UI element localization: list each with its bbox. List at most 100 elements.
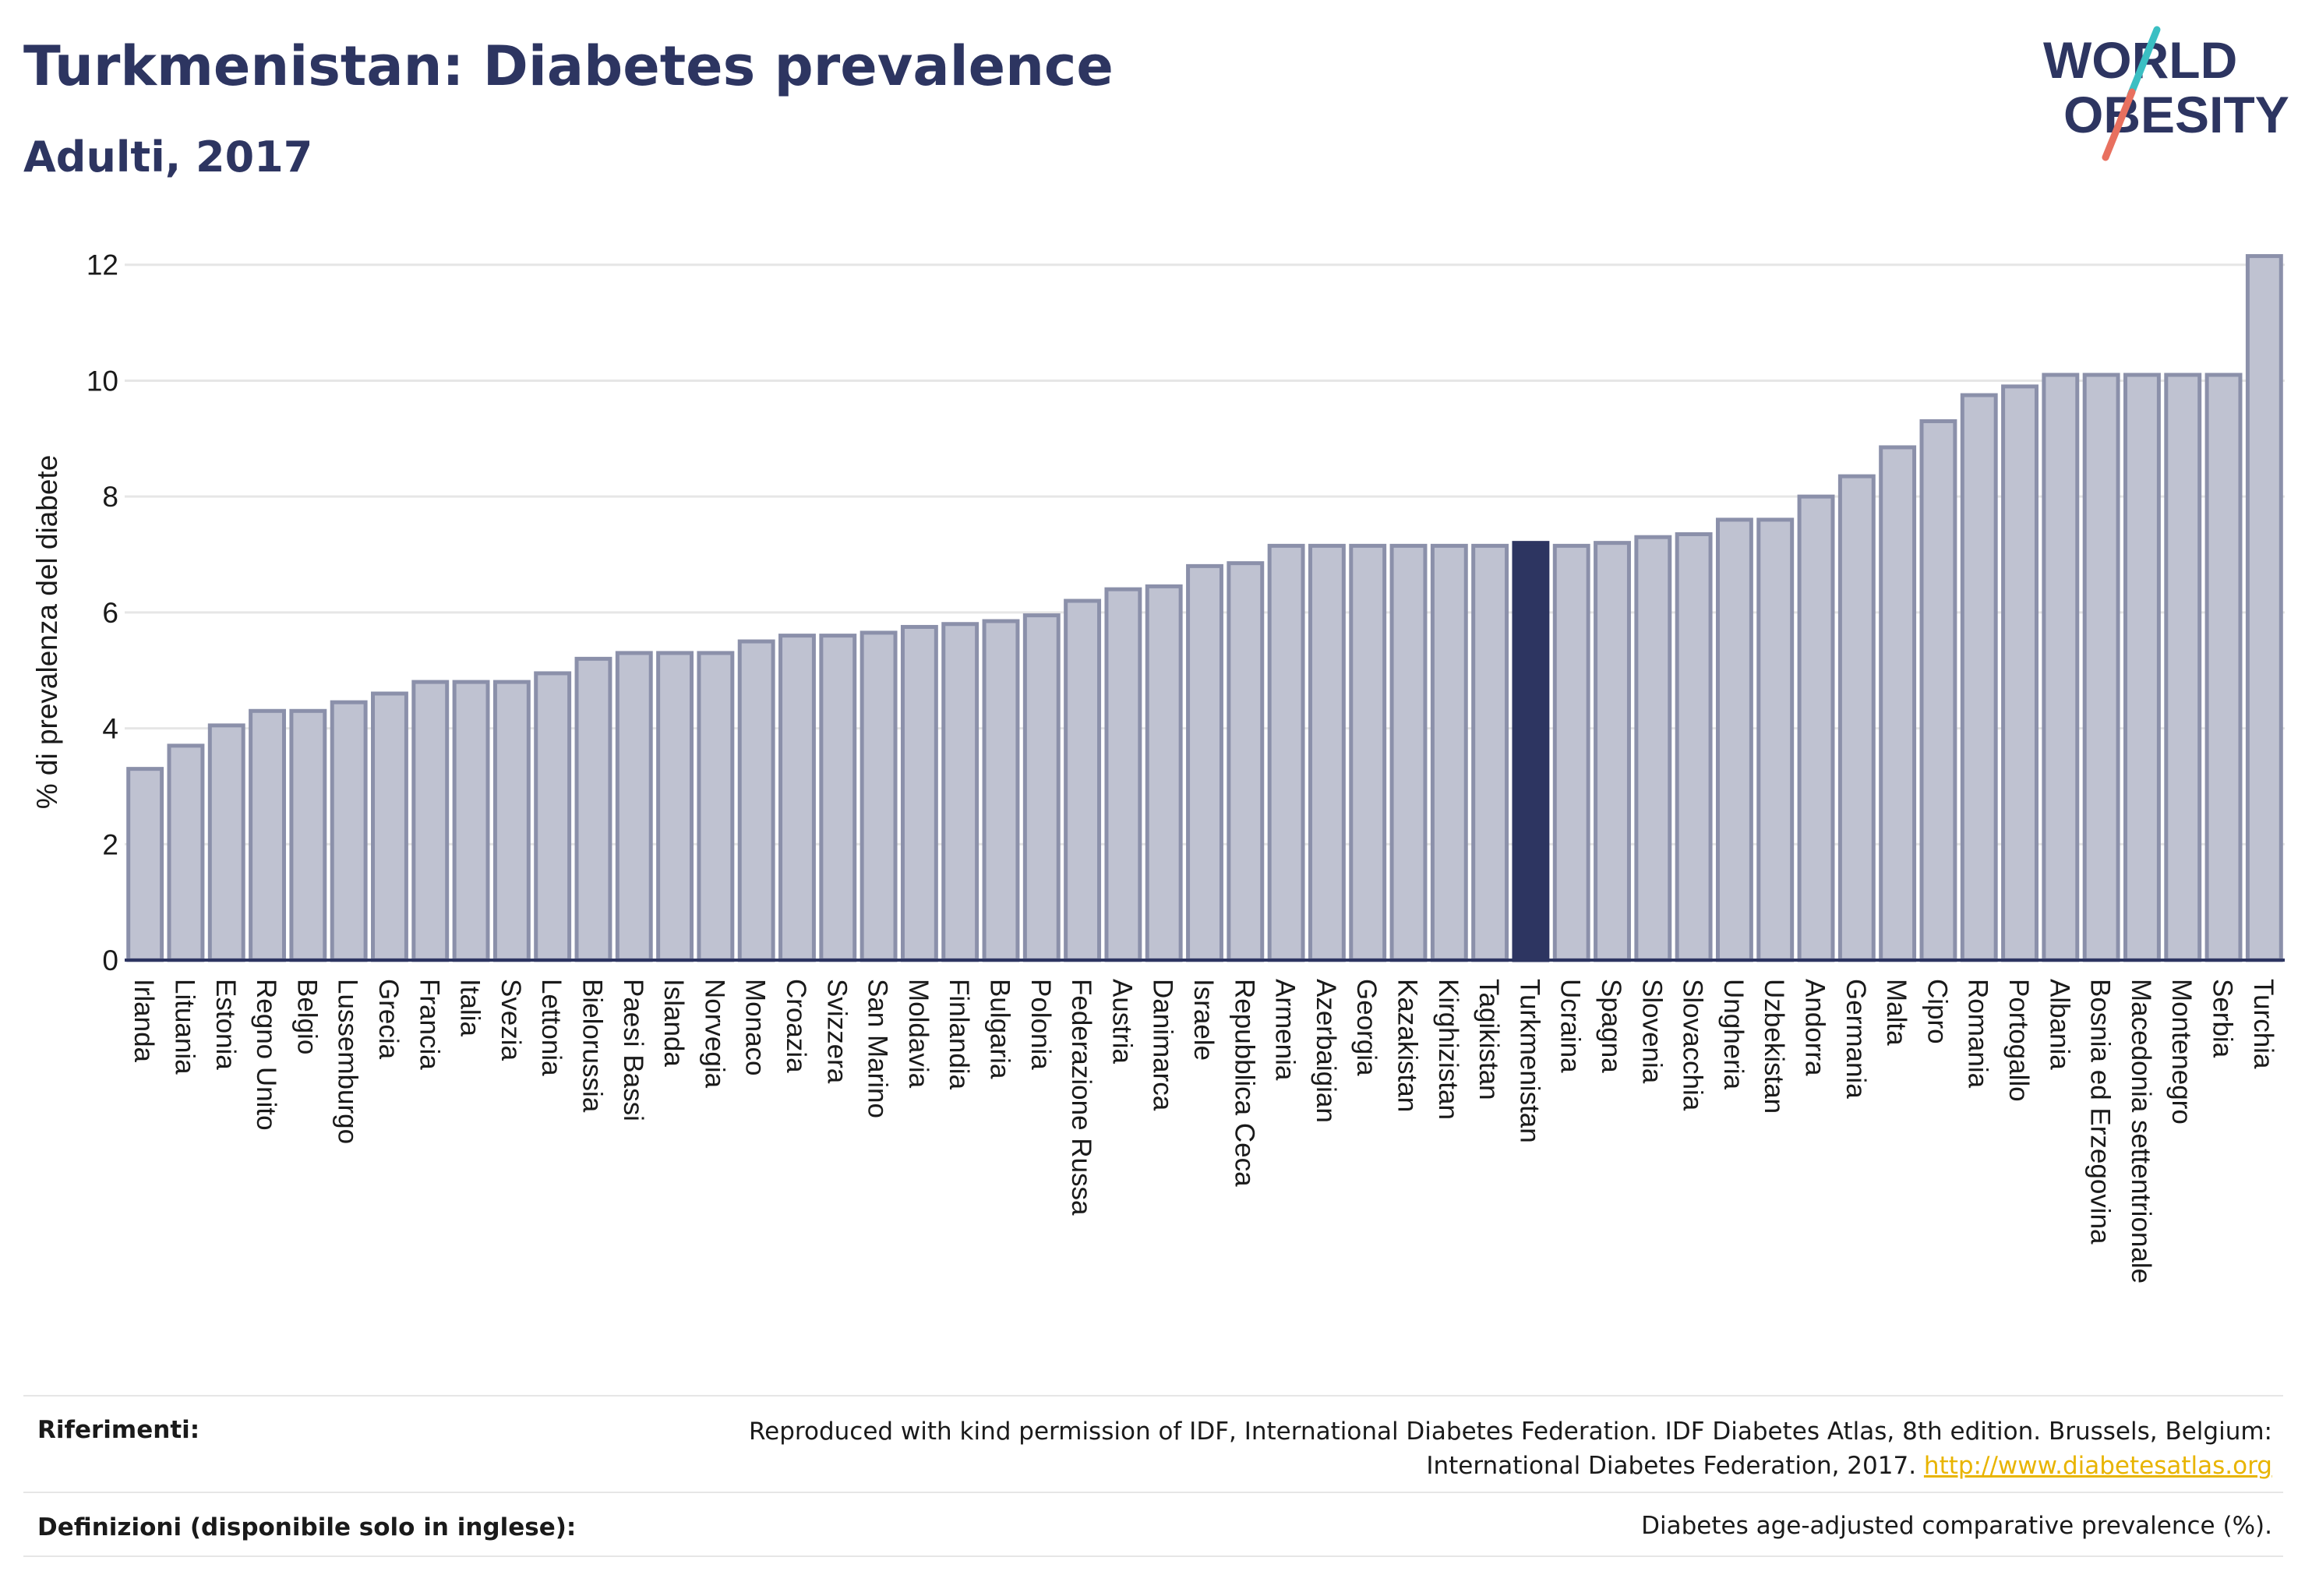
bar	[737, 639, 775, 962]
bar	[411, 680, 450, 962]
x-tick-label: Bosnia ed Erzegovina	[2085, 979, 2116, 1245]
bar	[2164, 373, 2202, 962]
x-tick-label: Bulgaria	[984, 979, 1015, 1079]
x-tick-label: Georgia	[1351, 979, 1382, 1076]
x-tick-label: Ungheria	[1718, 979, 1749, 1090]
x-tick-label: Austria	[1107, 979, 1137, 1064]
y-tick-label: 10	[86, 365, 118, 397]
bar	[1227, 561, 1265, 962]
bar	[1837, 474, 1876, 962]
bar	[1267, 543, 1305, 962]
bar	[371, 691, 408, 962]
x-tick-label: Regno Unito	[251, 979, 281, 1131]
bar	[615, 651, 653, 962]
references-text: Reproduced with kind permission of IDF, …	[480, 1414, 2272, 1483]
x-tick-label: Germania	[1841, 979, 1871, 1099]
x-tick-label: Norvegia	[699, 979, 729, 1089]
logo-slash-bottom	[2102, 88, 2136, 161]
footer-divider-top	[23, 1395, 2283, 1396]
x-tick-label: Islanda	[658, 979, 689, 1067]
bar	[1430, 543, 1468, 962]
bar	[452, 680, 490, 962]
bar	[778, 634, 816, 962]
references-text-line1: Reproduced with kind permission of IDF, …	[749, 1418, 2272, 1446]
x-tick-label: Slovenia	[1636, 979, 1667, 1084]
x-tick-label: Kazakistan	[1393, 979, 1423, 1112]
x-tick-label: Lussemburgo	[333, 979, 363, 1144]
x-tick-label: Albania	[2044, 979, 2074, 1070]
bar	[249, 708, 287, 962]
bar	[860, 630, 898, 962]
bar-chart: 0 2 4 6 8 10 12 Irlanda Lituania Estonia Regno Un…	[31, 249, 2285, 1284]
footer-divider-middle	[23, 1492, 2283, 1493]
x-tick-label: Belgio	[291, 979, 322, 1054]
x-tick-label: Lituania	[169, 979, 199, 1075]
bar	[1471, 543, 1509, 962]
bar	[1675, 531, 1713, 962]
bar	[167, 743, 205, 962]
x-tick-label: Montenegro	[2166, 979, 2197, 1125]
x-tick-label: Armenia	[1270, 979, 1301, 1081]
x-tick-label: Ucraina	[1555, 979, 1586, 1073]
x-tick-label: Portogallo	[2003, 979, 2034, 1102]
bar	[1104, 587, 1142, 962]
x-tick-label: Slovacchia	[1678, 979, 1708, 1111]
bar	[1715, 517, 1753, 962]
bar	[1022, 613, 1061, 962]
x-tick-label: Monaco	[740, 979, 771, 1076]
x-tick-label: Romania	[1963, 979, 1993, 1089]
y-tick-label: 6	[102, 597, 118, 629]
y-tick-label: 2	[102, 828, 118, 860]
bar	[1389, 543, 1428, 962]
logo-slash-top	[2127, 26, 2161, 99]
x-tick-label: Federazione Russa	[1066, 979, 1096, 1216]
bar	[1919, 419, 1957, 962]
x-tick-label: Tagikistan	[1474, 979, 1504, 1100]
bar	[941, 622, 980, 962]
bar	[1594, 541, 1631, 962]
bar	[574, 656, 612, 962]
x-tick-label: Macedonia settentrionale	[2126, 979, 2156, 1284]
bar	[697, 651, 735, 962]
references-text-line2: International Diabetes Federation, 2017.	[1426, 1452, 1917, 1480]
x-tick-label: Azerbaigian	[1311, 979, 1341, 1123]
bar	[1634, 535, 1672, 962]
bar	[289, 708, 327, 962]
bar	[1960, 393, 1998, 962]
bar	[1349, 543, 1387, 962]
bar	[2001, 384, 2038, 962]
x-tick-label: Uzbekistan	[1759, 979, 1789, 1114]
bar	[1308, 543, 1346, 962]
bar	[982, 619, 1020, 962]
x-tick-label: Grecia	[373, 979, 404, 1060]
bar	[900, 624, 938, 962]
x-tick-label: Irlanda	[129, 979, 159, 1063]
x-tick-label: Svezia	[496, 979, 526, 1061]
bar	[819, 634, 857, 962]
bar	[330, 700, 368, 962]
x-tick-label: Andorra	[1800, 979, 1830, 1076]
definitions-label: Definizioni (disponibile solo in inglese…	[37, 1513, 577, 1541]
x-axis-labels: Irlanda Lituania Estonia Regno Unito Belgio L…	[129, 979, 2279, 1284]
x-tick-label: Cipro	[1922, 979, 1952, 1044]
x-tick-label: Moldavia	[903, 979, 934, 1089]
bar	[1064, 598, 1102, 962]
chart-title: Turkmenistan: Diabetes prevalence	[23, 34, 1114, 98]
references-link[interactable]: http://www.diabetesatlas.org	[1923, 1452, 2272, 1480]
references-label: Riferimenti:	[37, 1416, 200, 1444]
x-tick-label: Malta	[1881, 979, 1911, 1046]
bar	[1797, 494, 1835, 962]
bar	[126, 767, 164, 962]
y-axis-ticks: 0 2 4 6 8 10 12	[86, 249, 118, 976]
bar	[2042, 373, 2080, 962]
x-tick-label: Lettonia	[536, 979, 567, 1076]
x-tick-label: Croazia	[781, 979, 811, 1073]
y-tick-label: 0	[102, 945, 118, 976]
x-tick-label: Polonia	[1025, 979, 1056, 1070]
footer-divider-bottom	[23, 1555, 2283, 1557]
x-tick-label: Spagna	[1596, 979, 1626, 1073]
y-axis-label: % di prevalenza del diabete	[31, 455, 63, 810]
logo-word-obesity: OBESITY	[2063, 86, 2289, 143]
bar	[2245, 254, 2283, 962]
x-tick-label: Bielorussia	[577, 979, 607, 1113]
